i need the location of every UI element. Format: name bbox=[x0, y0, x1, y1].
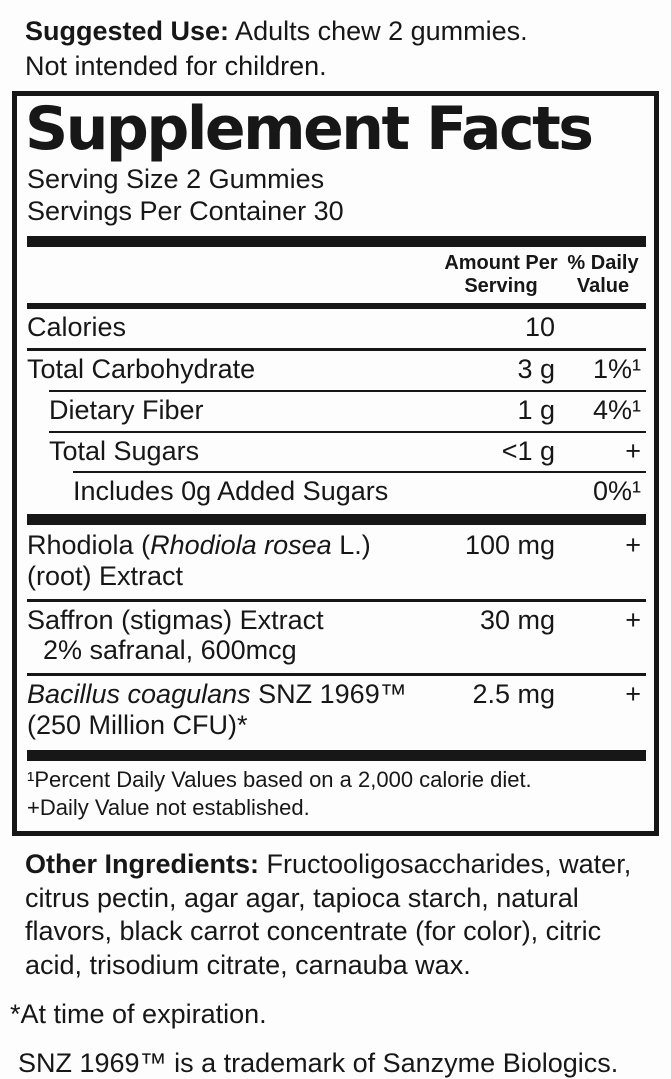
nutrient-dv: 1%¹ bbox=[592, 353, 641, 384]
nutrient-amount: 1 g bbox=[517, 394, 555, 425]
suggested-use-text: Adults chew 2 gummies. bbox=[229, 16, 528, 46]
table-row-bacillus-coagulans: Bacillus coagulans SNZ 1969™ (250 Millio… bbox=[27, 673, 646, 748]
column-headers: Amount Per Serving % Daily Value bbox=[27, 252, 646, 300]
section-divider-bottom bbox=[27, 749, 646, 761]
nutrient-amount: <1 g bbox=[501, 435, 555, 466]
supplement-name: Bacillus coagulans SNZ 1969™ (250 Millio… bbox=[27, 679, 437, 741]
supplement-dv: + bbox=[625, 679, 641, 710]
table-row-dietary-fiber: Dietary Fiber 1 g 4%¹ bbox=[49, 389, 646, 431]
supplement-name: Rhodiola (Rhodiola rosea L.) (root) Extr… bbox=[27, 530, 437, 592]
supplement-amount: 2.5 mg bbox=[472, 679, 555, 710]
botanical-name: Rhodiola rosea bbox=[150, 530, 332, 561]
nutrient-name: Includes 0g Added Sugars bbox=[73, 476, 389, 507]
header-rule bbox=[27, 303, 646, 310]
supplement-amount: 30 mg bbox=[479, 604, 555, 635]
table-row-total-carbohydrate: Total Carbohydrate 3 g 1%¹ bbox=[27, 347, 646, 390]
nutrient-dv: 0%¹ bbox=[592, 476, 641, 507]
nutrient-name: Total Carbohydrate bbox=[27, 353, 256, 384]
supplement-dv: + bbox=[625, 530, 641, 561]
suggested-use-line2: Not intended for children. bbox=[25, 50, 327, 81]
suggested-use: Suggested Use: Adults chew 2 gummies. No… bbox=[25, 14, 646, 83]
expiration-note: *At time of expiration. bbox=[10, 998, 267, 1029]
serving-size: Serving Size 2 Gummies bbox=[27, 164, 325, 195]
nutrient-amount: 10 bbox=[524, 312, 555, 343]
other-ingredients-label: Other Ingredients: bbox=[25, 848, 260, 879]
nutrient-dv: + bbox=[625, 435, 641, 466]
other-ingredients: Other Ingredients: Fructooligosaccharide… bbox=[25, 848, 665, 983]
supplement-name-line2: (250 Million CFU)* bbox=[27, 709, 248, 740]
trademark-note: SNZ 1969™ is a trademark of Sanzyme Biol… bbox=[18, 1047, 619, 1078]
nutrient-name: Total Sugars bbox=[49, 435, 200, 466]
supplement-amount: 100 mg bbox=[464, 530, 555, 561]
column-header-amount: Amount Per Serving bbox=[444, 252, 558, 298]
table-row-total-sugars: Total Sugars <1 g + bbox=[49, 430, 646, 472]
nutrient-name: Calories bbox=[27, 312, 127, 343]
footnote-dv-not-established: +Daily Value not established. bbox=[27, 795, 310, 821]
nutrient-dv: 4%¹ bbox=[592, 394, 641, 425]
supplement-name-line1: Rhodiola (Rhodiola rosea L.) bbox=[27, 530, 371, 561]
section-divider-top bbox=[27, 236, 646, 248]
supplement-name-line2: (root) Extract bbox=[27, 560, 184, 591]
supplement-name-line2: 2% safranal, 600mcg bbox=[43, 635, 297, 666]
supplement-facts-panel: Supplement Facts Serving Size 2 Gummies … bbox=[12, 91, 659, 836]
panel-title: Supplement Facts bbox=[25, 94, 594, 165]
table-row-added-sugars: Includes 0g Added Sugars 0%¹ bbox=[73, 471, 646, 512]
supplement-dv: + bbox=[625, 604, 641, 635]
servings-per-container: Servings Per Container 30 bbox=[27, 196, 344, 227]
table-row-calories: Calories 10 bbox=[27, 309, 646, 348]
column-header-daily-value: % Daily Value bbox=[567, 252, 639, 298]
suggested-use-line1: Suggested Use: Adults chew 2 gummies. bbox=[25, 14, 646, 49]
nutrient-amount: 3 g bbox=[517, 353, 555, 384]
table-row-rhodiola: Rhodiola (Rhodiola rosea L.) (root) Extr… bbox=[27, 527, 646, 599]
supplement-name-line1: Saffron (stigmas) Extract bbox=[27, 604, 324, 635]
nutrient-name: Dietary Fiber bbox=[49, 394, 204, 425]
suggested-use-label: Suggested Use: bbox=[25, 16, 230, 46]
botanical-name: Bacillus coagulans bbox=[27, 679, 251, 710]
other-ingredients-text: Fructooligosaccharides, water, citrus pe… bbox=[25, 848, 632, 981]
table-row-saffron: Saffron (stigmas) Extract 2% safranal, 6… bbox=[27, 598, 646, 674]
footnote-daily-values: ¹Percent Daily Values based on a 2,000 c… bbox=[27, 766, 532, 792]
footnotes: ¹Percent Daily Values based on a 2,000 c… bbox=[27, 766, 646, 823]
supplement-name-line1: Bacillus coagulans SNZ 1969™ bbox=[27, 679, 407, 710]
supplement-name: Saffron (stigmas) Extract 2% safranal, 6… bbox=[27, 605, 437, 667]
section-divider-middle bbox=[27, 514, 646, 526]
